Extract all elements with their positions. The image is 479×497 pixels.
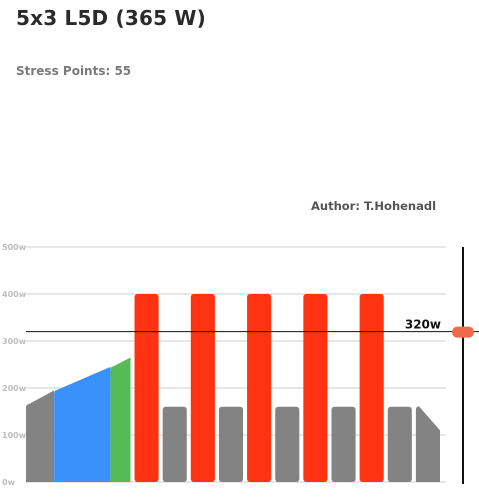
interval-bar-gray bbox=[331, 406, 356, 482]
interval-bar-red bbox=[303, 294, 328, 482]
y-tick-label: 300w bbox=[2, 337, 27, 346]
ramp-segment-green bbox=[110, 357, 131, 482]
ramp-segment-blue bbox=[54, 366, 111, 482]
author-credit: Author: T.Hohenadl bbox=[311, 199, 437, 213]
interval-bar-gray bbox=[387, 406, 412, 482]
interval-bar-gray bbox=[275, 406, 300, 482]
ftp-control[interactable]: 320w bbox=[26, 247, 479, 484]
stress-points: Stress Points: 55 bbox=[16, 64, 132, 78]
interval-bar-gray bbox=[162, 406, 187, 482]
ramp-segment-gray bbox=[26, 390, 55, 482]
interval-bar-red bbox=[134, 294, 159, 482]
ramp-segment-gray bbox=[415, 406, 440, 482]
y-tick-label: 200w bbox=[2, 384, 27, 393]
workout-segments bbox=[26, 294, 440, 482]
y-tick-label: 400w bbox=[2, 290, 27, 299]
y-tick-label: 100w bbox=[2, 431, 27, 440]
ftp-slider-handle[interactable] bbox=[452, 326, 474, 338]
y-tick-label: 500w bbox=[2, 243, 27, 252]
workout-title: 5x3 L5D (365 W) bbox=[16, 6, 206, 30]
interval-bar-red bbox=[247, 294, 272, 482]
interval-bar-gray bbox=[218, 406, 244, 482]
interval-bar-red bbox=[190, 294, 215, 482]
y-tick-label: 0w bbox=[2, 478, 16, 487]
ftp-label: 320w bbox=[405, 318, 441, 332]
interval-bar-red bbox=[359, 294, 384, 482]
